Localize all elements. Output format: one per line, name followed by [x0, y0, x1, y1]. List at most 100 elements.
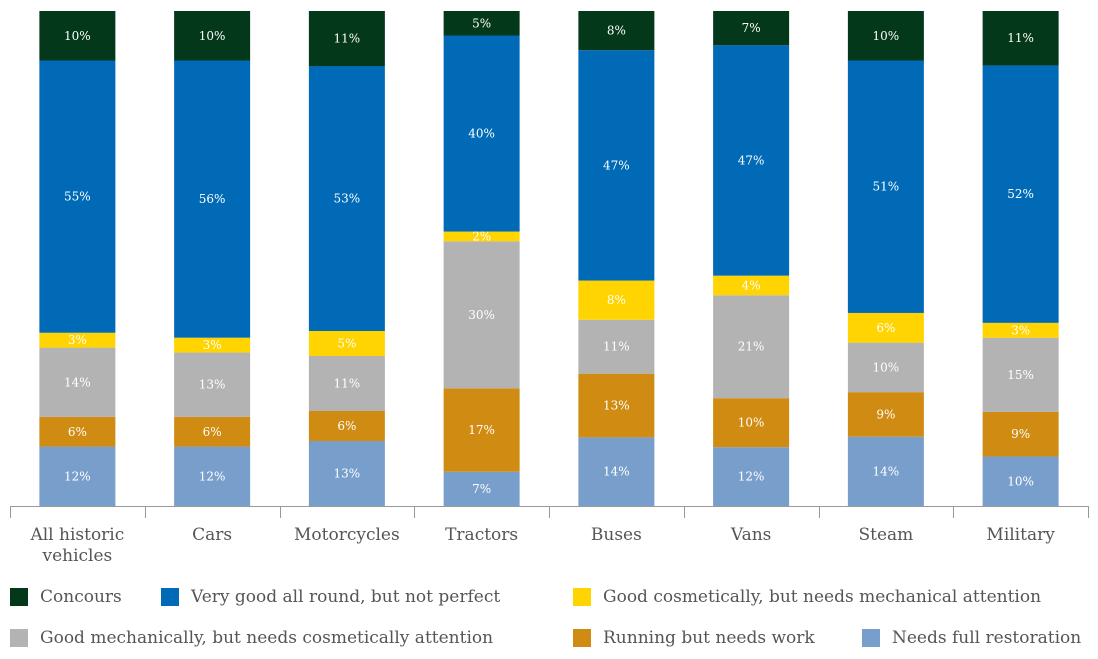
data-label: 2%: [472, 229, 491, 243]
bar-segment: [713, 447, 790, 506]
data-label: 5%: [472, 16, 491, 30]
data-label: 13%: [334, 467, 361, 481]
data-label: 10%: [199, 29, 226, 43]
data-label: 13%: [199, 378, 226, 392]
bar-segment: [847, 60, 924, 313]
bar-segment: [713, 295, 790, 399]
bar-segment: [578, 50, 655, 281]
bar-segment: [39, 446, 116, 506]
data-label: 7%: [472, 482, 491, 496]
bar-segment: [308, 331, 385, 356]
data-label: 53%: [334, 192, 361, 206]
bar-segment: [713, 275, 790, 296]
bar-segment: [847, 342, 924, 393]
bar-segment: [443, 388, 520, 472]
data-label: 56%: [199, 192, 226, 206]
data-label: 6%: [203, 425, 222, 439]
data-label: 52%: [1007, 187, 1034, 201]
bar-segment: [713, 11, 790, 46]
bar-segment: [578, 437, 655, 506]
data-label: 12%: [738, 470, 765, 484]
bar-segment: [982, 456, 1059, 506]
bar-segment: [39, 347, 116, 417]
data-label: 5%: [337, 337, 356, 351]
data-label: 11%: [603, 340, 630, 354]
bar-segment: [982, 337, 1059, 412]
bar-segment: [847, 436, 924, 506]
data-label: 11%: [334, 377, 361, 391]
data-label: 12%: [64, 469, 91, 483]
data-label: 14%: [873, 464, 900, 478]
x-tick-label: Steam: [858, 525, 913, 545]
bar-segment: [443, 241, 520, 389]
x-tick-label: Vans: [730, 525, 772, 545]
data-label: 3%: [203, 338, 222, 352]
data-label: 10%: [873, 29, 900, 43]
bar-segment: [308, 441, 385, 506]
data-label: 40%: [468, 127, 495, 141]
bar-segment: [982, 11, 1059, 66]
data-label: 9%: [876, 407, 895, 421]
data-label: 10%: [873, 360, 900, 374]
bar-segment: [443, 11, 520, 36]
bar-segment: [39, 416, 116, 447]
data-label: 11%: [334, 32, 361, 46]
bar-segment: [443, 231, 520, 242]
data-label: 14%: [603, 465, 630, 479]
data-label: 47%: [738, 153, 765, 167]
data-label: 12%: [199, 469, 226, 483]
bar-segment: [174, 11, 251, 61]
data-label: 6%: [68, 425, 87, 439]
bar-segment: [174, 337, 251, 353]
bar-segment: [308, 411, 385, 441]
x-tick-label: Tractors: [445, 525, 518, 545]
bar-segment: [174, 60, 251, 338]
data-label: 30%: [468, 308, 495, 322]
x-tick-label: Motorcycles: [294, 525, 400, 545]
x-tick-label: Buses: [591, 525, 642, 545]
data-label: 7%: [742, 21, 761, 35]
data-label: 51%: [873, 180, 900, 194]
data-label: 8%: [607, 293, 626, 307]
bar-segment: [39, 60, 116, 333]
bar-segment: [982, 65, 1059, 323]
bar-segment: [713, 45, 790, 276]
data-label: 9%: [1011, 427, 1030, 441]
data-label: 10%: [1007, 474, 1034, 488]
bar-segment: [713, 398, 790, 448]
data-label: 21%: [738, 340, 765, 354]
bar-segment: [982, 411, 1059, 457]
data-label: 6%: [337, 419, 356, 433]
data-label: 3%: [68, 333, 87, 347]
data-label: 13%: [603, 399, 630, 413]
bar-segment: [308, 356, 385, 411]
data-label: 17%: [468, 423, 495, 437]
bar-segment: [578, 11, 655, 51]
data-label: 10%: [738, 416, 765, 430]
bar-segment: [39, 11, 116, 61]
data-label: 4%: [742, 278, 761, 292]
bar-segment: [443, 35, 520, 232]
data-label: 14%: [64, 375, 91, 389]
bar-segment: [847, 11, 924, 61]
bar-segment: [982, 322, 1059, 338]
bar-segment: [578, 319, 655, 374]
bar-segment: [308, 66, 385, 331]
bar-segment: [174, 446, 251, 506]
x-tick-label: All historic vehicles: [29, 525, 124, 566]
bar-segment: [578, 373, 655, 438]
data-label: 6%: [876, 321, 895, 335]
bar-segment: [308, 11, 385, 66]
bar-segment: [847, 392, 924, 437]
x-tick-label: Cars: [192, 525, 232, 545]
data-label: 15%: [1007, 368, 1034, 382]
bar-segment: [174, 416, 251, 447]
data-label: 8%: [607, 24, 626, 38]
bar-segment: [847, 312, 924, 343]
bar-segment: [174, 352, 251, 417]
data-label: 3%: [1011, 323, 1030, 337]
data-label: 55%: [64, 190, 91, 204]
bar-segment: [39, 332, 116, 348]
data-label: 11%: [1007, 31, 1034, 45]
